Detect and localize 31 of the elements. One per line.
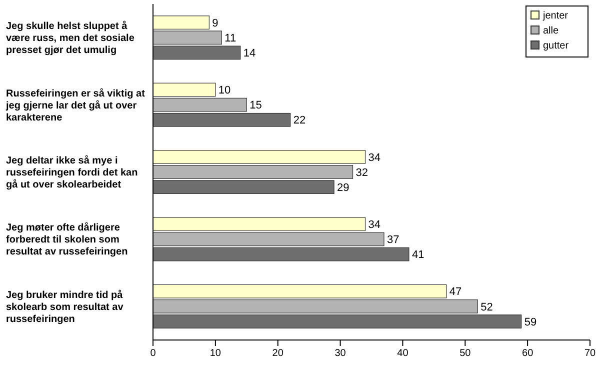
x-tick-label: 10 xyxy=(210,348,222,360)
legend-label: jenter xyxy=(542,10,569,22)
y-tick-label: Jeg bruker mindre tid på skolearb som resultat av russefeiringen xyxy=(6,288,124,325)
data-label: 29 xyxy=(337,182,350,194)
y-tick-label: Jeg skulle helst sluppet å være russ, men det sosiale presset gjør det umulig xyxy=(6,20,135,56)
data-label: 41 xyxy=(412,249,424,262)
data-label: 9 xyxy=(212,17,218,30)
x-tick-label: 30 xyxy=(334,348,346,360)
data-label: 59 xyxy=(524,316,537,328)
legend-label: gutter xyxy=(543,40,570,52)
x-tick-label: 40 xyxy=(397,348,409,360)
data-label: 14 xyxy=(243,48,256,60)
data-label: 32 xyxy=(356,166,368,179)
data-label: 47 xyxy=(449,286,462,298)
x-tick-label: 50 xyxy=(460,348,472,360)
data-label: 37 xyxy=(386,234,400,246)
x-tick-label: 60 xyxy=(522,348,534,360)
legend-label: alle xyxy=(543,26,560,36)
x-tick-label: 20 xyxy=(272,348,284,360)
data-label: 52 xyxy=(480,301,493,314)
x-tick-label: 0 xyxy=(150,348,156,360)
y-tick-label: Jeg møter ofte dårligere forberedt til skolen som resultat av russefeiringen xyxy=(6,222,128,258)
data-label: 22 xyxy=(293,114,306,127)
data-label: 10 xyxy=(218,84,231,97)
data-label: 34 xyxy=(368,152,381,164)
y-tick-label: Jeg deltar ikke så mye i russefeiringen fordi det kan gå ut over skolearbeidet xyxy=(6,154,138,190)
data-label: 11 xyxy=(224,32,236,44)
data-label: 15 xyxy=(250,100,262,112)
y-tick-label: Russefeiringen er så viktig at jeg gjerne lar det gå ut over karakterene xyxy=(5,87,146,124)
data-label: 34 xyxy=(368,218,381,231)
x-tick-label: 70 xyxy=(584,348,596,360)
